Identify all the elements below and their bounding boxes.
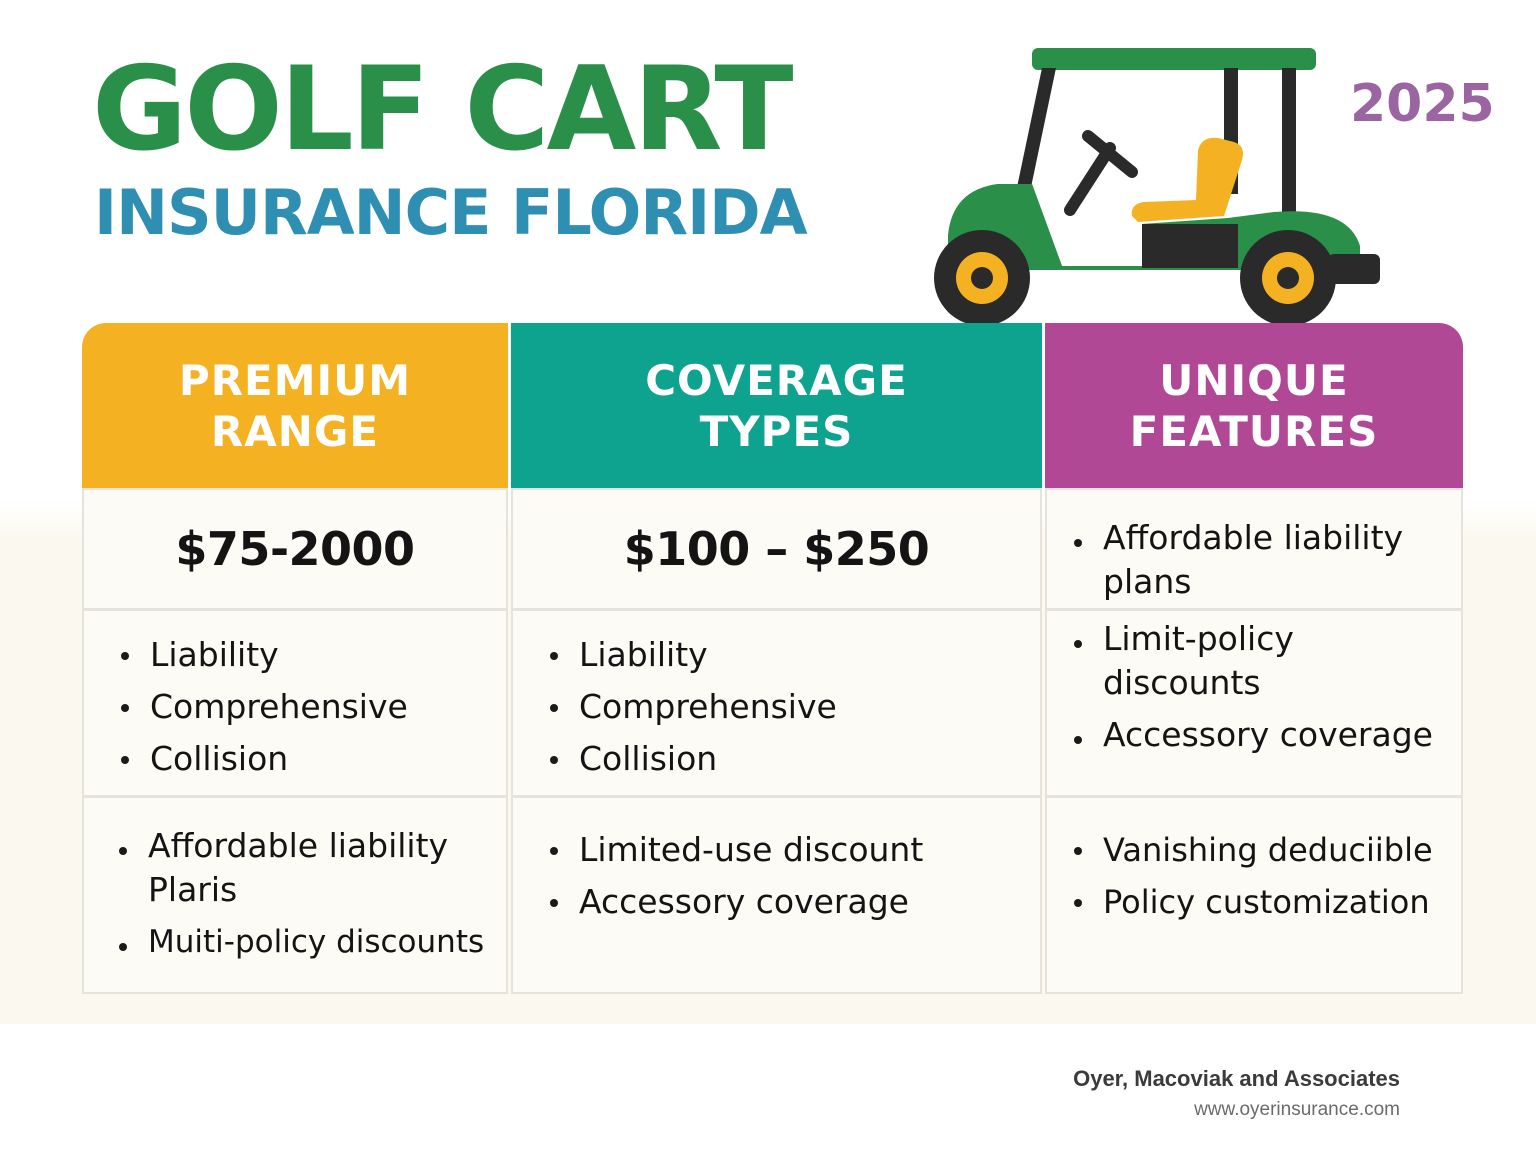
list-item: Affordable liability Plaris: [119, 824, 506, 912]
list-item: Limit-policy discounts: [1074, 617, 1461, 705]
cart-front-wheel: [934, 230, 1030, 326]
list-item: Muiti-policy discounts: [119, 920, 506, 964]
coverage-price: $100 – $250: [623, 522, 930, 576]
website-link[interactable]: www.oyerinsurance.com: [1194, 1099, 1400, 1120]
list-item: Limited-use discount: [550, 824, 1040, 876]
list-item: Accessory coverage: [1074, 713, 1461, 757]
unique-row1-cell: Affordable liability plans: [1045, 488, 1463, 610]
premium-row3-cell: Affordable liability Plaris Muiti-policy…: [82, 796, 508, 994]
list-item: Vanishing deduciible: [1074, 824, 1461, 876]
coverage-row2-cell: Liability Comprehensive Collision: [511, 609, 1042, 797]
header-unique-features: UNIQUE FEATURES: [1045, 323, 1463, 489]
cart-rear-post-2: [1282, 68, 1296, 218]
golf-cart-icon: [934, 48, 1380, 326]
list-item: Liability: [550, 629, 1040, 681]
title-golf-cart: GOLF CART: [92, 42, 794, 177]
unique-row2-cell: Limit-policy discounts Accessory coverag…: [1045, 609, 1463, 797]
company-name: Oyer, Macoviak and Associates: [1073, 1066, 1400, 1091]
coverage-price-cell: $100 – $250: [511, 488, 1042, 610]
list-item: Collision: [121, 733, 506, 785]
header-coverage-types: COVERAGE TYPES: [511, 323, 1042, 489]
list-item: Liability: [121, 629, 506, 681]
unique-row3-cell: Vanishing deduciible Policy customizatio…: [1045, 796, 1463, 994]
list-item: Affordable liability plans: [1074, 516, 1461, 604]
cart-seat: [1131, 137, 1243, 222]
header-premium-range: PREMIUM RANGE: [82, 323, 508, 489]
comparison-table: PREMIUM RANGE COVERAGE TYPES UNIQUE FEATURE…: [82, 323, 1463, 995]
list-item: Accessory coverage: [550, 876, 1040, 928]
cart-front-post: [1016, 68, 1056, 192]
cart-bumper: [1328, 254, 1380, 284]
title-insurance-florida: INSURANCE FLORIDA: [94, 176, 808, 249]
cart-roof: [1032, 48, 1316, 70]
premium-row2-cell: Liability Comprehensive Collision: [82, 609, 508, 797]
list-item: Collision: [550, 733, 1040, 785]
list-item: Policy customization: [1074, 876, 1461, 928]
coverage-row3-cell: Limited-use discount Accessory coverage: [511, 796, 1042, 994]
list-item: Comprehensive: [550, 681, 1040, 733]
list-item: Comprehensive: [121, 681, 506, 733]
year-label: 2025: [1350, 74, 1495, 134]
premium-price-cell: $75-2000: [82, 488, 508, 610]
cart-rear-wheel: [1240, 230, 1336, 326]
premium-price: $75-2000: [175, 522, 415, 576]
